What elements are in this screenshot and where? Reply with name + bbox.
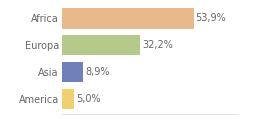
Text: 32,2%: 32,2% [143,40,173,50]
Text: 5,0%: 5,0% [76,94,101,104]
Text: 53,9%: 53,9% [196,13,226,23]
Bar [62,89,74,109]
Text: 8,9%: 8,9% [85,67,110,77]
Bar [62,8,194,29]
Bar [62,35,141,55]
Bar [62,62,83,82]
